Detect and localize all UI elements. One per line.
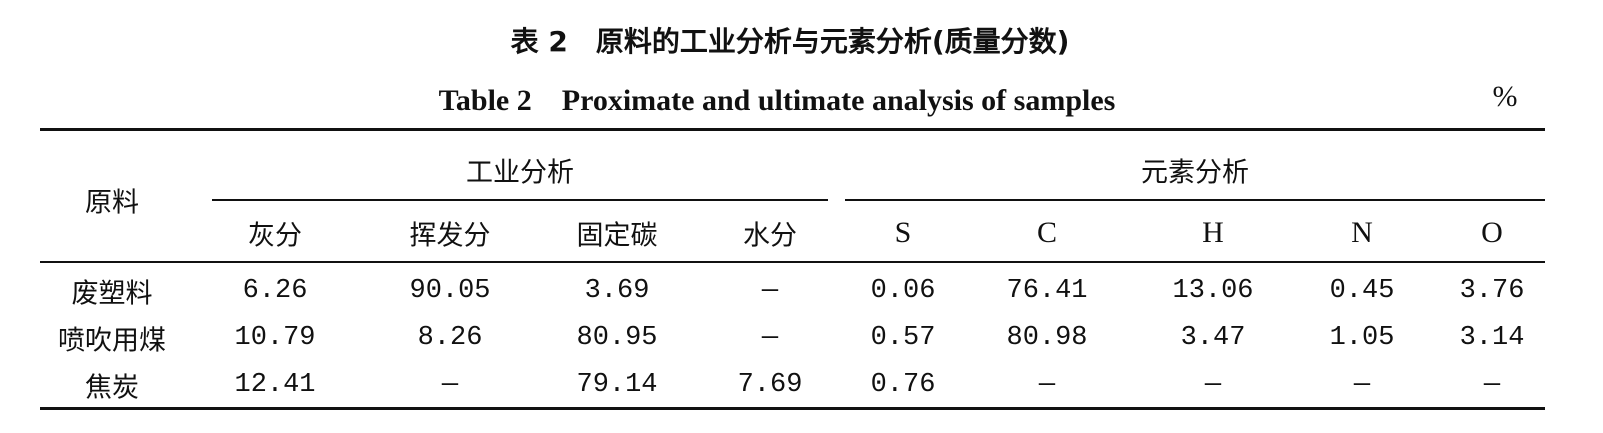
row-label: 焦炭 (85, 372, 139, 404)
cell: 6.26 (242, 276, 308, 306)
cell: 0.57 (870, 323, 936, 353)
top-rule (40, 128, 1545, 131)
cell: 3.14 (1459, 323, 1525, 353)
column-header: S (894, 216, 912, 249)
cell: 3.69 (584, 276, 650, 306)
column-header: N (1351, 216, 1373, 249)
bottom-rule (40, 407, 1545, 410)
cell: 7.69 (737, 370, 803, 400)
group-header: 元素分析 (1141, 157, 1249, 189)
cell: 3.47 (1180, 323, 1246, 353)
cell: — (1483, 370, 1501, 400)
group-rule (845, 199, 1545, 201)
cell: 1.05 (1329, 323, 1395, 353)
cell: 0.45 (1329, 276, 1395, 306)
row-header: 原料 (85, 187, 139, 219)
cell: 80.95 (576, 323, 658, 353)
cell: 0.06 (870, 276, 936, 306)
column-header: H (1202, 216, 1224, 249)
column-header: 水分 (743, 220, 797, 252)
cell: — (761, 323, 779, 353)
header-rule (40, 261, 1545, 263)
cell: 13.06 (1172, 276, 1254, 306)
cell: 0.76 (870, 370, 936, 400)
column-header: O (1481, 216, 1503, 249)
cell: — (761, 276, 779, 306)
row-label: 废塑料 (71, 278, 153, 310)
cell: 80.98 (1006, 323, 1088, 353)
cell: — (1038, 370, 1056, 400)
cell: 8.26 (417, 323, 483, 353)
cell: 90.05 (409, 276, 491, 306)
cell: 79.14 (576, 370, 658, 400)
column-header: 灰分 (248, 220, 302, 252)
cell: 3.76 (1459, 276, 1525, 306)
column-header: 固定碳 (576, 220, 658, 252)
cell: 76.41 (1006, 276, 1088, 306)
cell: 12.41 (234, 370, 316, 400)
group-rule (212, 199, 828, 201)
unit: % (1492, 80, 1518, 113)
cell: — (441, 370, 459, 400)
group-header: 工业分析 (466, 157, 574, 189)
title-cn: 表 2 原料的工业分析与元素分析(质量分数) (510, 25, 1070, 58)
row-label: 喷吹用煤 (58, 325, 166, 357)
title-en: Table 2 Proximate and ultimate analysis … (438, 84, 1116, 117)
cell: — (1353, 370, 1371, 400)
cell: 10.79 (234, 323, 316, 353)
column-header: C (1036, 216, 1058, 249)
column-header: 挥发分 (409, 220, 491, 252)
cell: — (1204, 370, 1222, 400)
